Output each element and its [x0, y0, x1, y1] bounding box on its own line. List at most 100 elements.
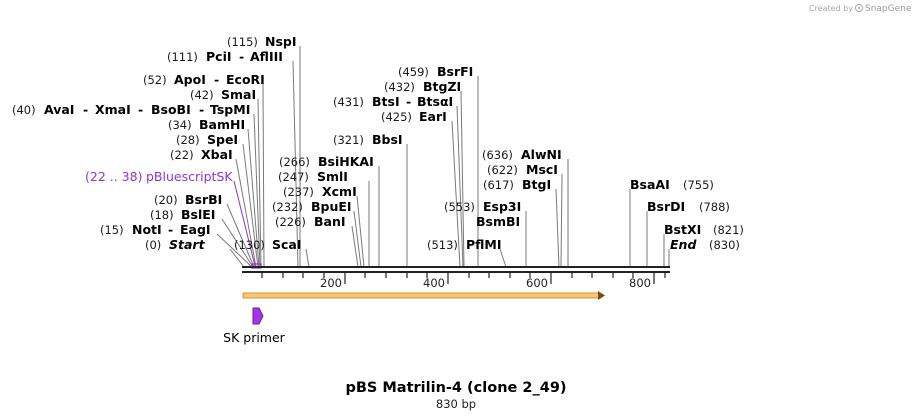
site-name-xcmi[interactable]: XcmI: [322, 184, 357, 199]
site-name-bsmbi[interactable]: BsmBI: [476, 214, 520, 229]
site-name-bsihkai[interactable]: BsiHKAI: [318, 154, 374, 169]
connector-bpuei: [353, 210, 362, 268]
site-pos: (617): [483, 178, 514, 192]
primer-label[interactable]: SK primer: [223, 330, 286, 345]
site-name-btsi[interactable]: BtsI: [372, 94, 400, 109]
site-name-noti[interactable]: NotI: [132, 222, 162, 237]
connector-bslei: [221, 218, 254, 268]
site-name-bsrfi[interactable]: BsrFI: [437, 64, 473, 79]
site-name-bslei[interactable]: BslEI: [181, 207, 215, 222]
feature-connector: [233, 180, 256, 267]
tick-label-400: 400: [423, 276, 445, 290]
credit-prefix: Created by: [809, 4, 853, 13]
site-name-start[interactable]: Start: [169, 237, 206, 252]
connector-scai: [305, 248, 310, 268]
svg-text:-: -: [83, 102, 88, 117]
site-name-msci[interactable]: MscI: [526, 162, 558, 177]
sequence-ruler: 200 400 600 800: [242, 266, 670, 290]
tick-label-600: 600: [526, 276, 548, 290]
site-pos: (232): [272, 200, 303, 214]
site-name-pflmi[interactable]: PflMI: [466, 237, 502, 252]
site-name-alwni[interactable]: AlwNI: [521, 147, 562, 162]
site-pos: (42): [190, 88, 214, 102]
site-name-esp3i[interactable]: Esp3I: [483, 199, 521, 214]
connector-btsi: [456, 105, 464, 268]
site-pos: (20): [154, 193, 178, 207]
connector-eari: [451, 120, 461, 268]
tick-label-200: 200: [320, 276, 342, 290]
site-name-bstxi[interactable]: BstXI: [664, 222, 701, 237]
connector-pcii: [292, 60, 299, 268]
site-pos: (459): [398, 65, 429, 79]
site-pos: (266): [279, 155, 310, 169]
site-pos: (553): [444, 200, 475, 214]
site-pos: (788): [699, 200, 730, 214]
site-name-bbsi[interactable]: BbsI: [372, 132, 403, 147]
svg-text:-: -: [199, 102, 204, 117]
site-name-bamhi[interactable]: BamHI: [199, 117, 245, 132]
site-pos: (636): [482, 148, 513, 162]
map-length: 830 bp: [436, 397, 476, 411]
site-pos: (513): [427, 238, 458, 252]
site-pos: (40): [12, 103, 36, 117]
connector-avai: [253, 113, 261, 268]
site-name-eagi[interactable]: EagI: [180, 222, 211, 237]
site-pos: (821): [713, 223, 744, 237]
site-name-bsrdi[interactable]: BsrDI: [647, 199, 685, 214]
site-name-afliii[interactable]: AflIII: [250, 49, 283, 64]
site-pos: (237): [283, 185, 314, 199]
connector-pflmi: [499, 248, 507, 268]
site-name-nspi[interactable]: NspI: [265, 34, 297, 49]
connector-xbai: [235, 158, 257, 268]
site-pos: (130): [234, 238, 265, 252]
site-name-end[interactable]: End: [670, 237, 697, 252]
site-name-smai[interactable]: SmaI: [221, 87, 256, 102]
site-name-btsai[interactable]: BtsαI: [417, 94, 453, 109]
site-name-bsrbi[interactable]: BsrBI: [185, 192, 222, 207]
feature-name[interactable]: pBluescriptSK: [146, 169, 233, 184]
primer-arrow-icon[interactable]: [252, 307, 264, 325]
site-name-pcii[interactable]: PciI: [206, 49, 232, 64]
site-name-apoi[interactable]: ApoI: [174, 72, 206, 87]
connector-spei: [242, 143, 259, 268]
site-name-spei[interactable]: SpeI: [207, 132, 238, 147]
connector-apoi: [262, 83, 265, 268]
site-pos: (115): [227, 35, 258, 49]
site-pos: (28): [176, 133, 200, 147]
site-pos: (425): [381, 110, 412, 124]
svg-text:-: -: [239, 49, 244, 64]
site-name-btgzi[interactable]: BtgZI: [423, 79, 461, 94]
site-name-avai[interactable]: AvaI: [44, 102, 74, 117]
site-name-xbai[interactable]: XbaI: [201, 147, 233, 162]
site-name-ecori[interactable]: EcoRI: [226, 72, 265, 87]
site-name-bsaai[interactable]: BsaAI: [630, 177, 670, 192]
site-pos: (111): [167, 50, 198, 64]
site-pos: (18): [150, 208, 174, 222]
site-pos: (15): [100, 223, 124, 237]
site-name-bani[interactable]: BanI: [314, 214, 346, 229]
connector-start: [229, 248, 245, 268]
snapgene-logo-icon: [854, 3, 864, 13]
site-name-tspmi[interactable]: TspMI: [210, 102, 250, 117]
site-name-btgi[interactable]: BtgI: [522, 177, 551, 192]
site-labels: (0) Start (15) NotI - EagI (18) BslEI (2…: [12, 34, 744, 252]
site-pos: (321): [333, 133, 364, 147]
site-name-scai[interactable]: ScaI: [272, 237, 302, 252]
connector-btgzi: [460, 90, 465, 268]
site-name-bsobi[interactable]: BsoBI: [151, 102, 191, 117]
site-pos: (52): [143, 73, 167, 87]
site-name-xmai[interactable]: XmaI: [95, 102, 131, 117]
feature-arrow[interactable]: [242, 291, 605, 300]
site-name-bpuei[interactable]: BpuEI: [311, 199, 352, 214]
site-name-smli[interactable]: SmlI: [317, 169, 348, 184]
site-name-eari[interactable]: EarI: [419, 109, 447, 124]
site-pos: (0): [145, 238, 161, 252]
site-pos: (755): [683, 178, 714, 192]
credit-brand: SnapGene: [865, 4, 912, 14]
connector-bani: [351, 225, 359, 268]
connector-noti: [216, 233, 253, 268]
map-title: pBS Matrilin-4 (clone 2_49): [345, 380, 566, 396]
svg-text:-: -: [168, 222, 173, 237]
site-pos: (22): [170, 148, 194, 162]
